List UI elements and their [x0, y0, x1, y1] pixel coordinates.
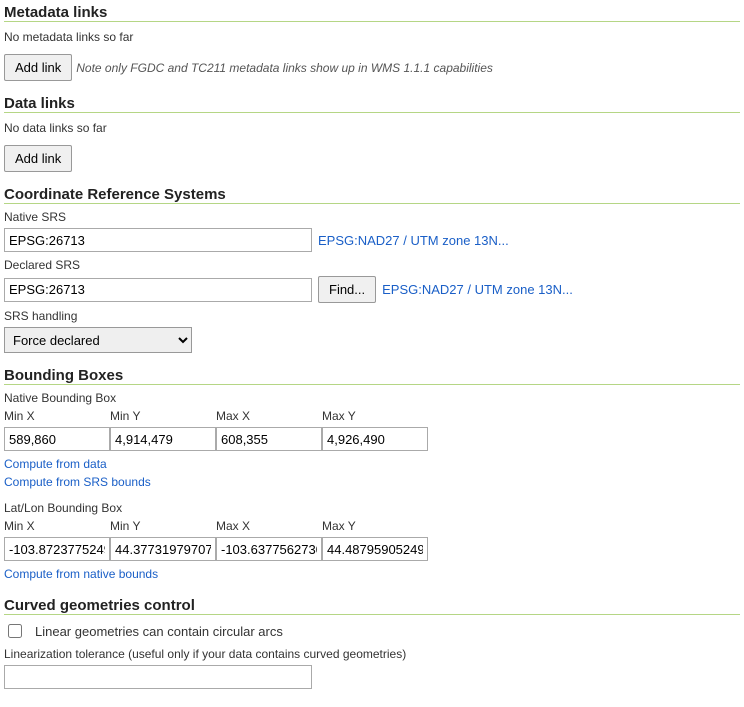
- tolerance-label: Linearization tolerance (useful only if …: [4, 647, 740, 661]
- native-srs-desc-link[interactable]: EPSG:NAD27 / UTM zone 13N...: [318, 233, 509, 248]
- bbox-title: Bounding Boxes: [4, 367, 740, 385]
- compute-from-native-link[interactable]: Compute from native bounds: [4, 565, 740, 583]
- bbox-hdr-maxx: Max X: [216, 409, 322, 423]
- metadata-links-title: Metadata links: [4, 4, 740, 22]
- data-links-title: Data links: [4, 95, 740, 113]
- linear-arcs-label: Linear geometries can contain circular a…: [35, 624, 283, 639]
- declared-srs-desc-link[interactable]: EPSG:NAD27 / UTM zone 13N...: [382, 282, 573, 297]
- latlon-hdr-miny: Min Y: [110, 519, 216, 533]
- bbox-hdr-maxy: Max Y: [322, 409, 428, 423]
- srs-handling-label: SRS handling: [4, 309, 740, 323]
- latlon-miny-input[interactable]: [110, 537, 216, 561]
- data-links-add-button[interactable]: Add link: [4, 145, 72, 172]
- latlon-maxx-input[interactable]: [216, 537, 322, 561]
- latlon-maxy-input[interactable]: [322, 537, 428, 561]
- native-maxx-input[interactable]: [216, 427, 322, 451]
- metadata-empty-msg: No metadata links so far: [4, 30, 740, 44]
- native-bbox-label: Native Bounding Box: [4, 391, 740, 405]
- native-miny-input[interactable]: [110, 427, 216, 451]
- compute-from-srs-link[interactable]: Compute from SRS bounds: [4, 473, 740, 491]
- latlon-bbox-label: Lat/Lon Bounding Box: [4, 501, 740, 515]
- latlon-minx-input[interactable]: [4, 537, 110, 561]
- latlon-hdr-maxx: Max X: [216, 519, 322, 533]
- curved-title: Curved geometries control: [4, 597, 740, 615]
- native-minx-input[interactable]: [4, 427, 110, 451]
- bbox-hdr-miny: Min Y: [110, 409, 216, 423]
- find-srs-button[interactable]: Find...: [318, 276, 376, 303]
- native-srs-label: Native SRS: [4, 210, 740, 224]
- crs-title: Coordinate Reference Systems: [4, 186, 740, 204]
- metadata-note: Note only FGDC and TC211 metadata links …: [76, 61, 493, 75]
- native-srs-input[interactable]: [4, 228, 312, 252]
- compute-from-data-link[interactable]: Compute from data: [4, 455, 740, 473]
- declared-srs-input[interactable]: [4, 278, 312, 302]
- latlon-hdr-maxy: Max Y: [322, 519, 428, 533]
- bbox-hdr-minx: Min X: [4, 409, 110, 423]
- native-maxy-input[interactable]: [322, 427, 428, 451]
- declared-srs-label: Declared SRS: [4, 258, 740, 272]
- latlon-hdr-minx: Min X: [4, 519, 110, 533]
- srs-handling-select[interactable]: Force declared: [4, 327, 192, 353]
- metadata-add-link-button[interactable]: Add link: [4, 54, 72, 81]
- data-links-empty-msg: No data links so far: [4, 121, 740, 135]
- tolerance-input[interactable]: [4, 665, 312, 689]
- linear-arcs-checkbox[interactable]: [8, 624, 22, 638]
